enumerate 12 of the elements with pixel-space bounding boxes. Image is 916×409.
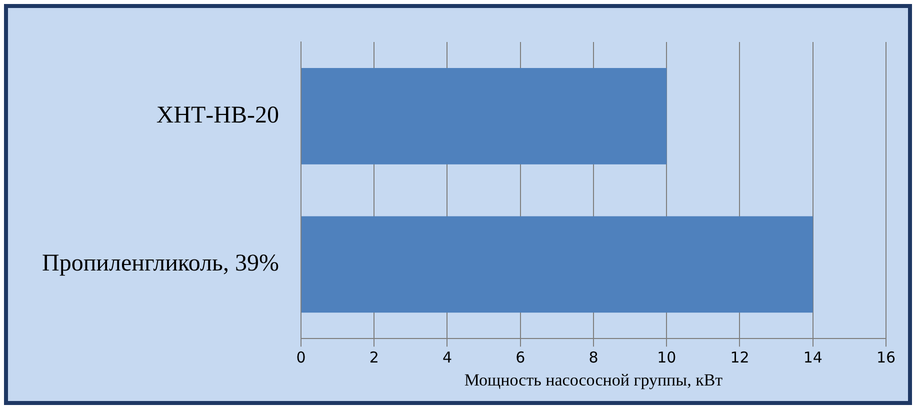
x-tick-label: 8 xyxy=(588,348,598,366)
x-tick-label: 4 xyxy=(442,348,452,366)
x-axis-title: Мощность насососной группы, кВт xyxy=(464,370,724,390)
x-tick-label: 14 xyxy=(803,348,822,366)
x-tick-label: 2 xyxy=(369,348,379,366)
x-tick-label: 10 xyxy=(657,348,676,366)
y-tick-label: Пропиленгликоль, 39% xyxy=(42,250,279,277)
y-tick-label: ХНТ-НВ-20 xyxy=(156,102,279,128)
x-tick-label: 16 xyxy=(876,348,896,366)
x-tick-label: 0 xyxy=(296,348,306,366)
x-tick-label: 12 xyxy=(730,348,750,366)
x-tick-label: 6 xyxy=(516,348,526,366)
